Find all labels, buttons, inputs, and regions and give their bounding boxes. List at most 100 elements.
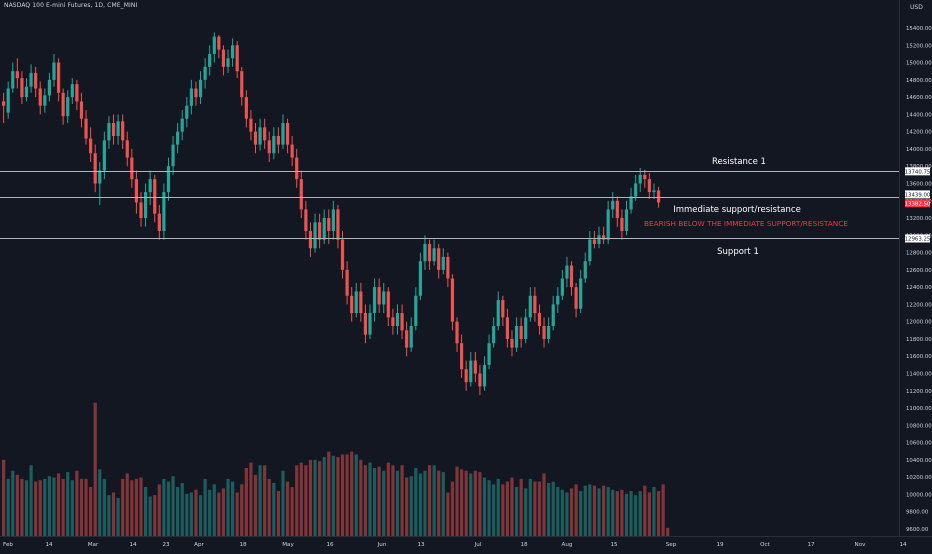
x-tick-label: Mar (88, 542, 99, 548)
volume-bar (212, 484, 216, 536)
candle-body (592, 239, 597, 244)
candle (551, 295, 555, 331)
candle (620, 209, 624, 240)
candle-body (176, 131, 180, 145)
volume-bar (130, 480, 134, 536)
immediate-level-label: Immediate support/resistance (673, 205, 801, 215)
candle (84, 110, 88, 145)
candle (501, 295, 505, 327)
candle-body (162, 192, 166, 231)
candle-body (551, 304, 555, 326)
volume-bar (166, 481, 171, 536)
volume-bar (98, 469, 102, 536)
candle (15, 58, 19, 89)
candle-body (643, 174, 647, 180)
volume-bar (313, 459, 317, 536)
candle-body (171, 144, 175, 167)
candle-body (20, 78, 24, 98)
y-tick-label: 10400.00 (906, 458, 932, 464)
volume-bar (514, 487, 519, 536)
volume-bar (208, 489, 212, 536)
volume-bar (414, 468, 418, 536)
candle (258, 118, 262, 151)
candle (350, 287, 354, 322)
candle-body (217, 36, 221, 50)
volume-bar (2, 459, 6, 536)
candle-body (460, 343, 464, 370)
candle (29, 64, 33, 93)
candle-body (569, 265, 574, 288)
candle-body (405, 330, 409, 348)
candle-body (583, 261, 587, 279)
candle (336, 205, 340, 249)
candle-body (368, 313, 372, 335)
candle (395, 304, 400, 335)
candle-body (79, 101, 84, 119)
candle-body (606, 209, 610, 240)
volume-bar (592, 485, 597, 536)
volume-bar (372, 468, 377, 536)
candle-body (386, 291, 390, 318)
y-tick-label: 14000.00 (906, 147, 932, 153)
candle-body (359, 291, 363, 314)
volume-bar (331, 455, 335, 536)
candle (93, 144, 97, 193)
candle (20, 71, 24, 105)
candle-body (6, 88, 10, 113)
candle-body (455, 321, 459, 344)
candle-body (166, 166, 171, 193)
volume-bar (322, 457, 326, 536)
candle-body (514, 326, 519, 348)
candle-body (427, 243, 432, 262)
candle-body (11, 71, 15, 89)
candle (634, 174, 638, 201)
candle-body (47, 79, 51, 96)
candle-body (537, 313, 542, 327)
candle (469, 351, 473, 387)
candle-body (624, 209, 629, 231)
candle (171, 135, 175, 175)
candle (304, 200, 308, 240)
candle (652, 183, 656, 200)
volume-bar (61, 478, 65, 536)
candle (70, 78, 74, 105)
candle (331, 200, 335, 240)
volume-bar (20, 478, 24, 536)
volume-bar (583, 485, 587, 536)
y-tick-label: 12600.00 (906, 268, 932, 274)
volume-bar (524, 488, 528, 536)
candle (455, 317, 459, 352)
volume-bar (569, 488, 574, 536)
volume-bar (615, 491, 619, 536)
volume-bar (666, 527, 670, 536)
candle-body (189, 88, 193, 106)
x-tick-label: Nov (855, 542, 867, 548)
candle (478, 364, 482, 396)
candle-body (450, 278, 455, 322)
volume-bar (492, 484, 496, 536)
candle (569, 261, 574, 296)
candle (524, 308, 528, 344)
volume-bar (400, 465, 404, 536)
volume-bar (345, 454, 349, 536)
candle (308, 222, 313, 257)
candle-body (556, 295, 560, 305)
candle-body (130, 157, 134, 180)
candle (427, 239, 432, 270)
bearish-annotation: BEARISH BELOW THE IMMEDIATE SUPPORT/RESI… (644, 219, 848, 228)
candle (574, 282, 578, 318)
candle (313, 213, 317, 253)
candle (125, 131, 129, 167)
candle (66, 90, 70, 124)
candle-body (354, 291, 358, 314)
y-tick-label: 10200.00 (906, 475, 932, 481)
x-tick-label: 18 (239, 542, 247, 548)
candle (611, 192, 615, 219)
price-tag-layer: 13740.75 13439.00 13382.50 12963.25 (905, 167, 931, 243)
volume-bar (460, 469, 464, 536)
time-axis[interactable]: Feb 14 Mar 14 23 Apr 18 May 16 Jun 13 Jul 18 Aug 15 Sep… (3, 542, 907, 548)
volume-bar (542, 473, 546, 536)
